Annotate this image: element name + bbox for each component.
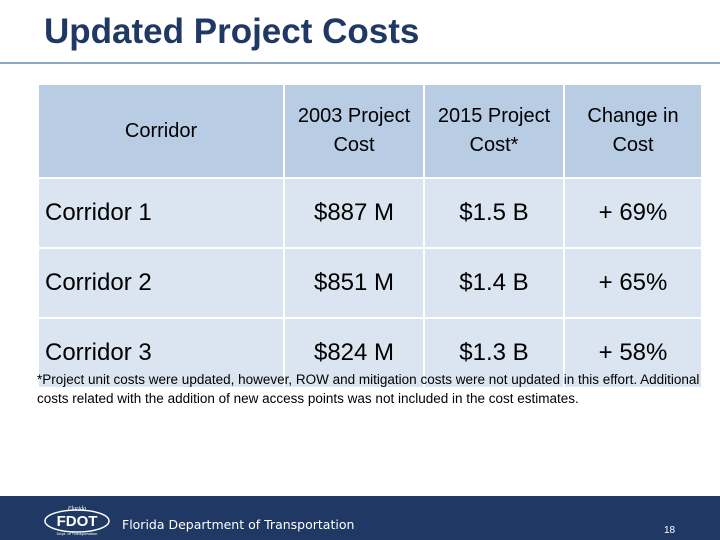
project-costs-table: Corridor 2003 Project Cost 2015 Project … — [37, 83, 703, 389]
cell-change: + 65% — [563, 247, 703, 319]
table-header-row: Corridor 2003 Project Cost 2015 Project … — [37, 83, 703, 179]
cell-2015-cost: $1.3 B — [423, 317, 565, 389]
footnote: *Project unit costs were updated, howeve… — [37, 372, 700, 406]
logo-small-top: Florida — [67, 506, 86, 512]
cell-2015-cost: $1.5 B — [423, 177, 565, 249]
table-row: Corridor 2 $851 M $1.4 B + 65% — [37, 247, 703, 319]
header-change-in-cost: Change in Cost — [563, 83, 703, 179]
logo-small-bottom: Dept. of Transportation — [57, 531, 98, 536]
header-2015-cost: 2015 Project Cost* — [423, 83, 565, 179]
table-row: Corridor 1 $887 M $1.5 B + 69% — [37, 177, 703, 249]
cell-corridor: Corridor 3 — [37, 317, 285, 389]
cell-2003-cost: $824 M — [283, 317, 425, 389]
cell-corridor: Corridor 1 — [37, 177, 285, 249]
cell-change: + 58% — [563, 317, 703, 389]
slide-title: Updated Project Costs — [44, 12, 420, 51]
header-2003-cost: 2003 Project Cost — [283, 83, 425, 179]
fdot-logo: Florida FDOT Dept. of Transportation — [44, 506, 110, 536]
cell-change: + 69% — [563, 177, 703, 249]
page-number: 18 — [664, 525, 676, 536]
footer-bar: Florida FDOT Dept. of Transportation Flo… — [0, 496, 720, 540]
table-row: Corridor 3 $824 M $1.3 B + 58% — [37, 317, 703, 389]
cell-2003-cost: $887 M — [283, 177, 425, 249]
cell-corridor: Corridor 2 — [37, 247, 285, 319]
header-corridor: Corridor — [37, 83, 285, 179]
agency-name: Florida Department of Transportation — [122, 517, 355, 532]
cell-2003-cost: $851 M — [283, 247, 425, 319]
title-divider — [0, 62, 720, 64]
cell-2015-cost: $1.4 B — [423, 247, 565, 319]
logo-text: FDOT — [57, 513, 98, 530]
